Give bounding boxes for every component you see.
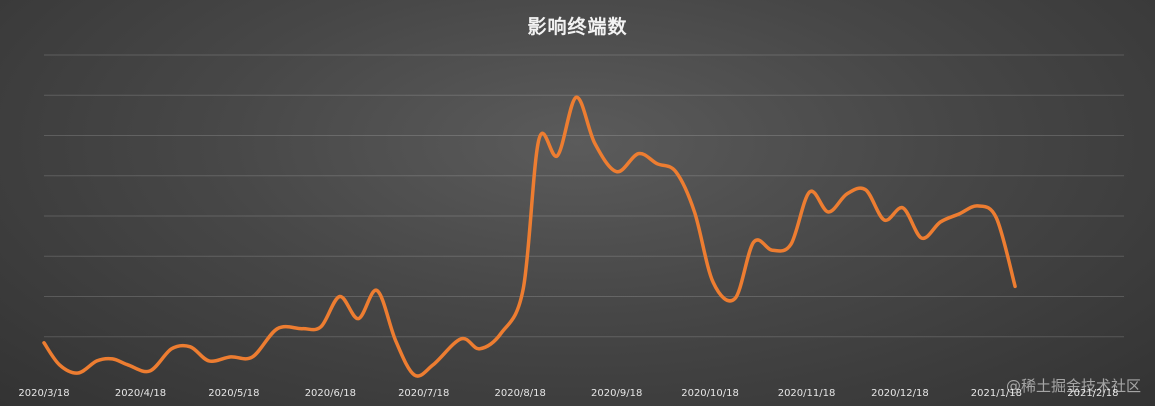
x-tick-label: 2020/6/18	[305, 388, 356, 399]
x-tick-label: 2020/12/18	[871, 388, 929, 399]
series-layer	[42, 95, 1017, 378]
x-tick-label: 2020/4/18	[115, 388, 166, 399]
x-tick-label: 2020/7/18	[398, 388, 449, 399]
x-tick-label: 2020/9/18	[591, 388, 642, 399]
gridlines	[44, 54, 1124, 338]
x-axis: 2020/3/18 2020/4/18 2020/5/18 2020/6/18 2020…	[18, 388, 1118, 399]
x-tick-label: 2020/10/18	[681, 388, 739, 399]
series-line	[42, 95, 1017, 378]
x-tick-label: 2021/1/18	[971, 388, 1022, 399]
x-tick-label: 2020/11/18	[778, 388, 836, 399]
x-tick-label: 2020/3/18	[18, 388, 69, 399]
x-tick-label: 2021/2/18	[1067, 388, 1118, 399]
x-tick-label: 2020/8/18	[495, 388, 546, 399]
x-tick-label: 2020/5/18	[208, 388, 259, 399]
watermark: @稀土掘金技术社区	[1005, 377, 1141, 395]
chart-title: 影响终端数	[527, 16, 628, 38]
